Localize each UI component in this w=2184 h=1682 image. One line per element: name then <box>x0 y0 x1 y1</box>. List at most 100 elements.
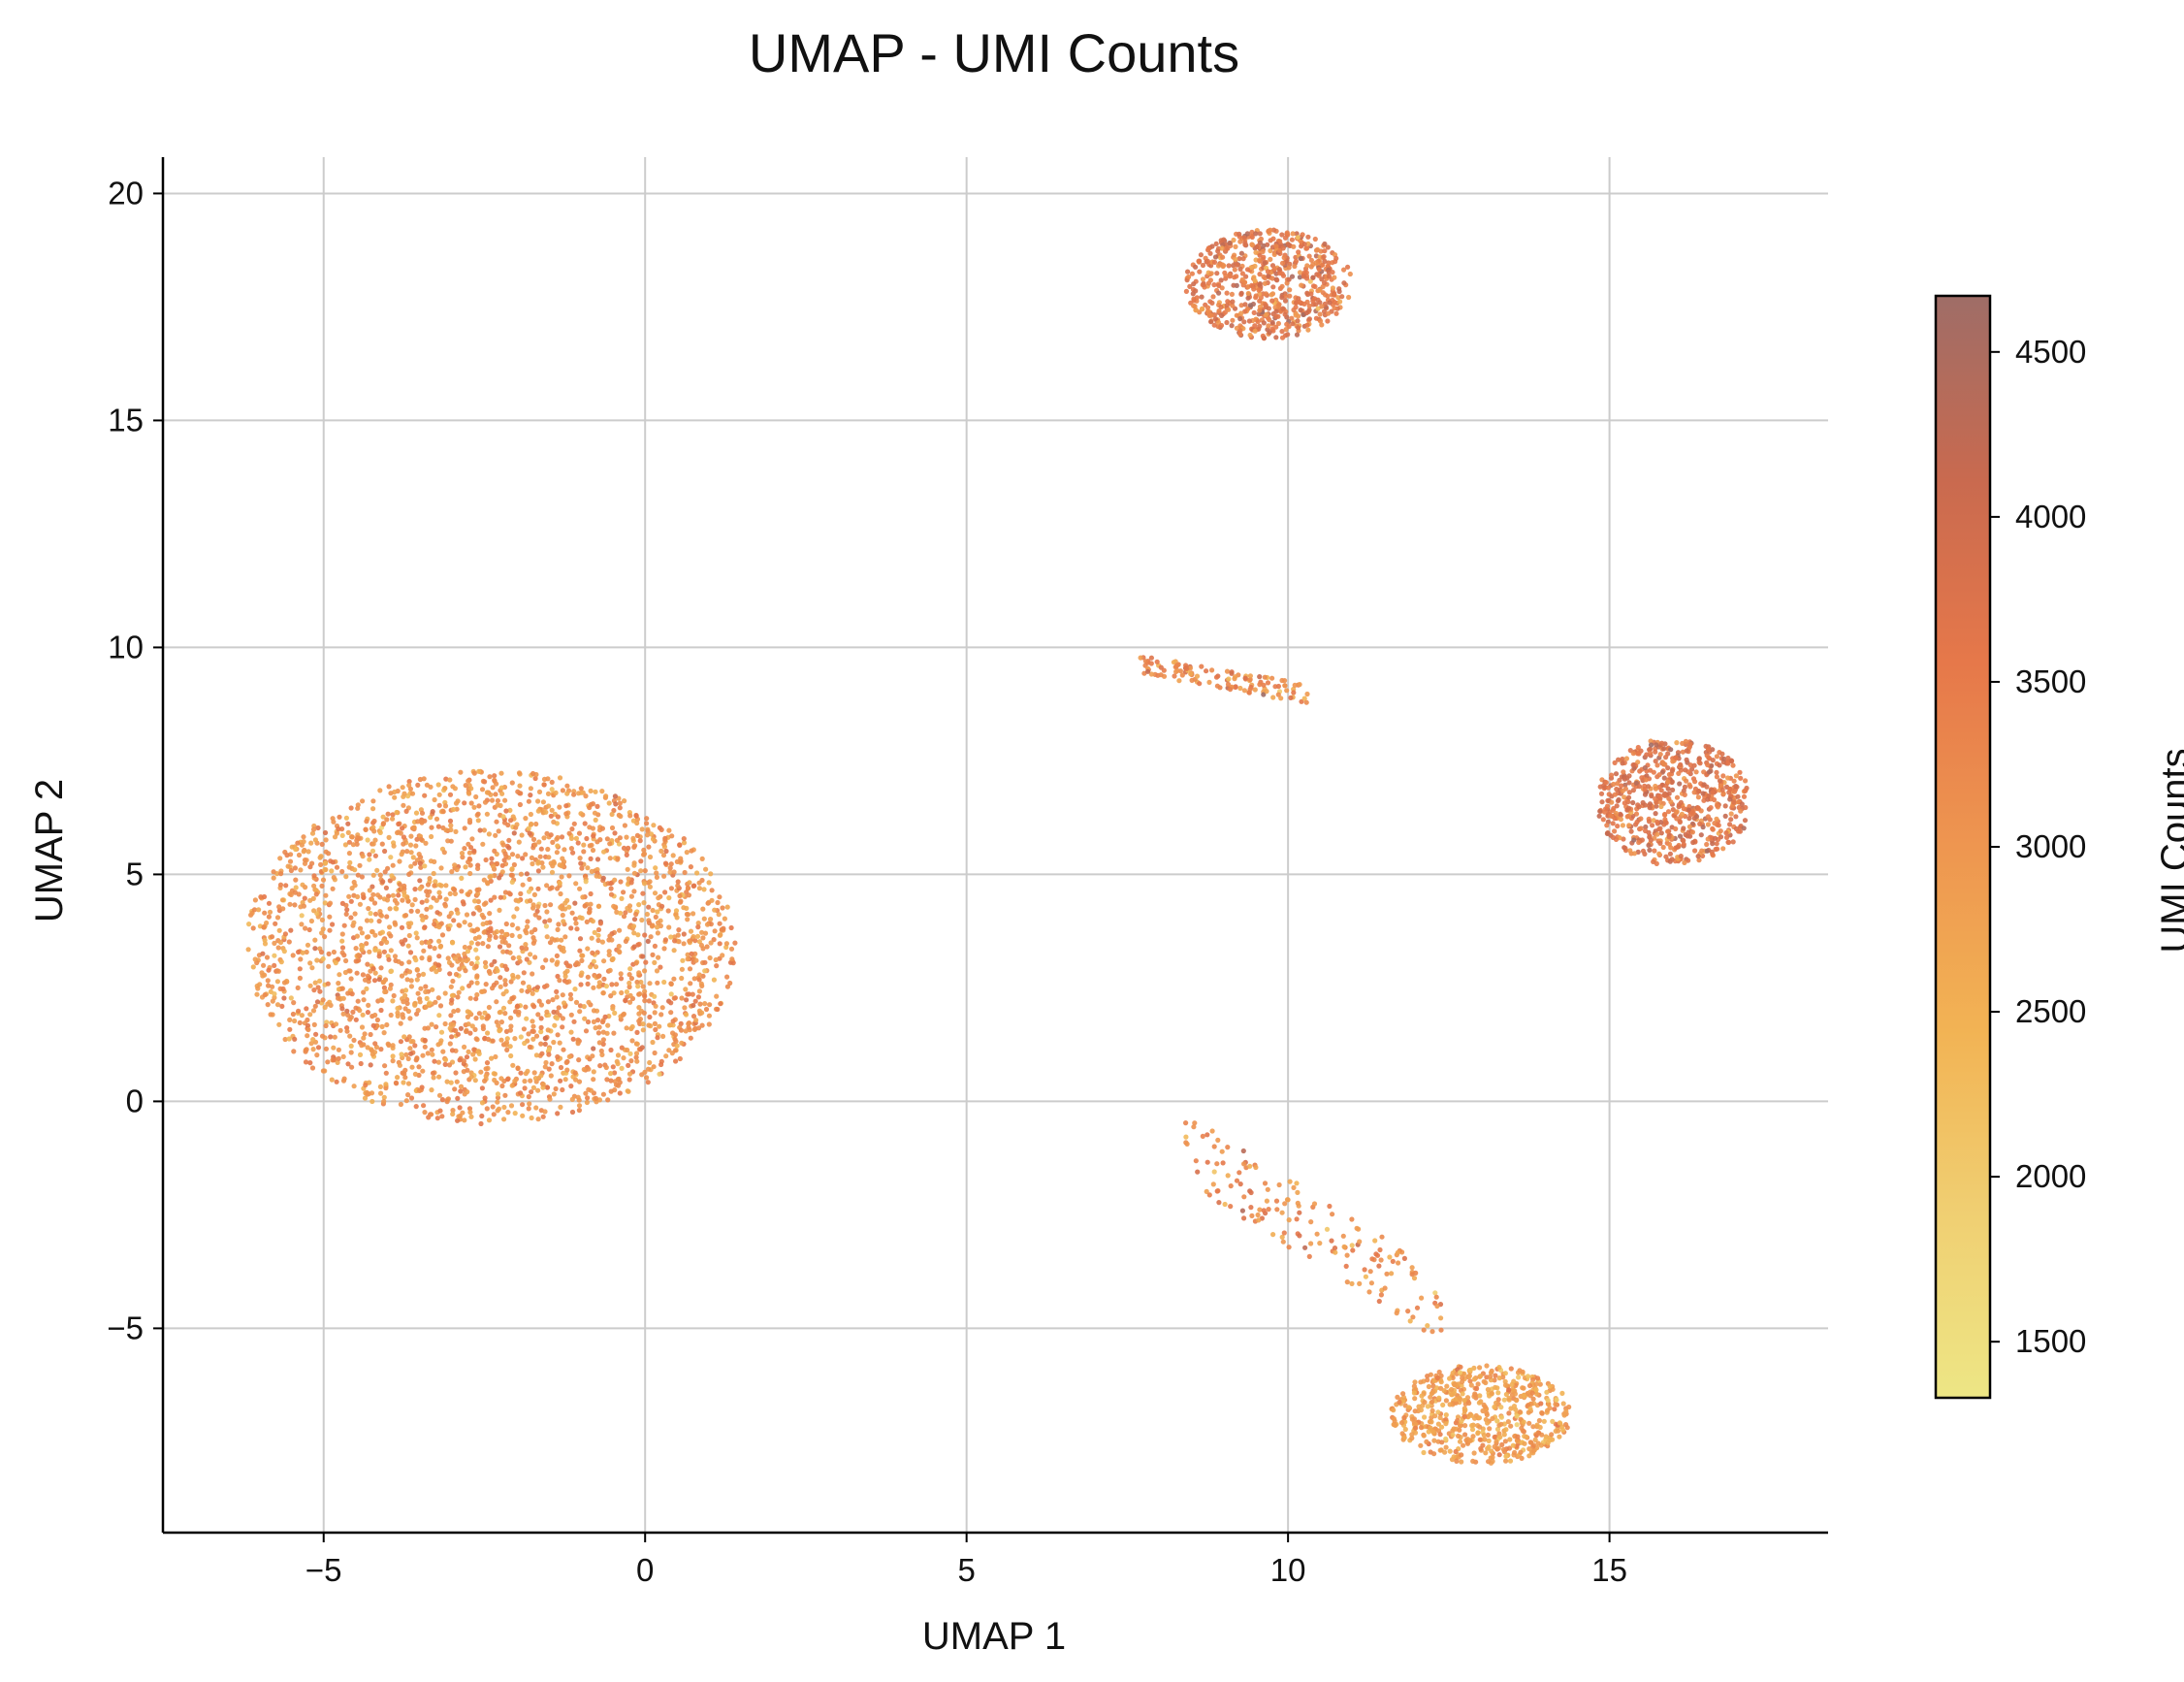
data-point <box>1302 1245 1308 1250</box>
data-point <box>372 1012 378 1019</box>
data-point <box>496 1022 501 1028</box>
data-point <box>1256 287 1262 293</box>
data-point <box>351 1084 357 1089</box>
data-point <box>468 786 474 792</box>
data-point <box>626 903 633 909</box>
data-point <box>403 1098 409 1104</box>
data-point <box>1279 1210 1285 1215</box>
data-point <box>1277 239 1283 244</box>
data-point <box>422 863 428 869</box>
data-point <box>408 863 414 869</box>
data-point <box>426 1001 432 1007</box>
data-point <box>1209 1128 1215 1134</box>
data-point <box>1257 323 1263 329</box>
data-point <box>622 798 627 804</box>
x-axis-title: UMAP 1 <box>922 1615 1066 1658</box>
data-point <box>1434 1303 1440 1310</box>
data-point <box>612 1010 618 1016</box>
data-point <box>458 769 464 775</box>
data-point <box>1731 778 1737 784</box>
data-point <box>1438 1373 1444 1378</box>
data-point <box>1467 1367 1473 1373</box>
data-point <box>1481 1402 1487 1407</box>
data-point <box>273 921 278 926</box>
data-point <box>1620 823 1625 828</box>
data-point <box>547 940 554 946</box>
data-point <box>704 944 710 950</box>
data-point <box>1344 1279 1350 1285</box>
data-point <box>588 890 594 897</box>
data-point <box>1241 1161 1247 1167</box>
data-point <box>1535 1440 1541 1446</box>
data-point <box>595 903 602 909</box>
data-point <box>1679 811 1685 817</box>
data-point <box>607 841 613 847</box>
data-point <box>444 1099 450 1105</box>
data-point <box>339 938 345 944</box>
data-point <box>1391 1416 1397 1422</box>
data-point <box>484 920 490 926</box>
data-point <box>406 782 412 789</box>
data-point <box>1673 810 1680 816</box>
data-point <box>1482 1437 1488 1442</box>
data-point <box>405 1081 412 1086</box>
data-point <box>1425 1404 1430 1409</box>
data-point <box>636 1011 642 1017</box>
data-point <box>386 784 392 790</box>
data-point <box>1730 839 1736 845</box>
data-point <box>1200 262 1206 269</box>
data-point <box>1289 274 1296 279</box>
data-point <box>399 1051 404 1057</box>
data-point <box>562 906 568 912</box>
data-point <box>1454 1458 1460 1464</box>
data-point <box>1715 802 1720 809</box>
data-point <box>1485 1386 1491 1393</box>
data-point <box>1237 256 1242 262</box>
data-point <box>508 1015 514 1020</box>
data-point <box>295 840 301 846</box>
data-point <box>1705 814 1711 820</box>
data-point <box>1654 742 1659 748</box>
data-point <box>313 1031 319 1037</box>
data-point <box>349 991 355 997</box>
data-point <box>1325 293 1331 299</box>
data-point <box>1472 1391 1478 1397</box>
data-point <box>1314 246 1321 252</box>
data-point <box>489 797 496 803</box>
data-point <box>449 1048 456 1053</box>
data-point <box>1534 1391 1540 1397</box>
data-point <box>505 1110 511 1116</box>
data-point <box>724 904 730 910</box>
data-point <box>578 982 584 987</box>
data-point <box>1233 684 1238 691</box>
data-point <box>628 880 634 886</box>
data-point <box>530 1036 536 1042</box>
cluster-5 <box>1138 655 1310 705</box>
data-point <box>405 1092 411 1098</box>
data-point <box>1621 769 1626 775</box>
data-point <box>1487 1374 1493 1379</box>
data-point <box>1425 1323 1430 1329</box>
data-point <box>274 979 280 985</box>
data-point <box>1350 1247 1356 1253</box>
data-point <box>557 862 562 868</box>
data-point <box>617 805 623 811</box>
data-point <box>412 860 418 866</box>
data-point <box>478 1120 484 1127</box>
data-point <box>1332 292 1337 298</box>
data-point <box>1625 794 1632 800</box>
data-point <box>1329 1238 1334 1244</box>
data-point <box>1730 762 1736 768</box>
data-point <box>1447 1402 1453 1407</box>
data-point <box>1197 269 1203 275</box>
data-point <box>502 978 508 984</box>
data-point <box>1244 267 1251 273</box>
data-point <box>1396 1260 1401 1266</box>
data-point <box>1705 746 1712 752</box>
data-point <box>596 1097 603 1103</box>
data-point <box>655 909 660 915</box>
data-point <box>1277 271 1283 276</box>
data-point <box>419 955 425 961</box>
data-point <box>1231 282 1237 288</box>
data-point <box>411 825 417 831</box>
